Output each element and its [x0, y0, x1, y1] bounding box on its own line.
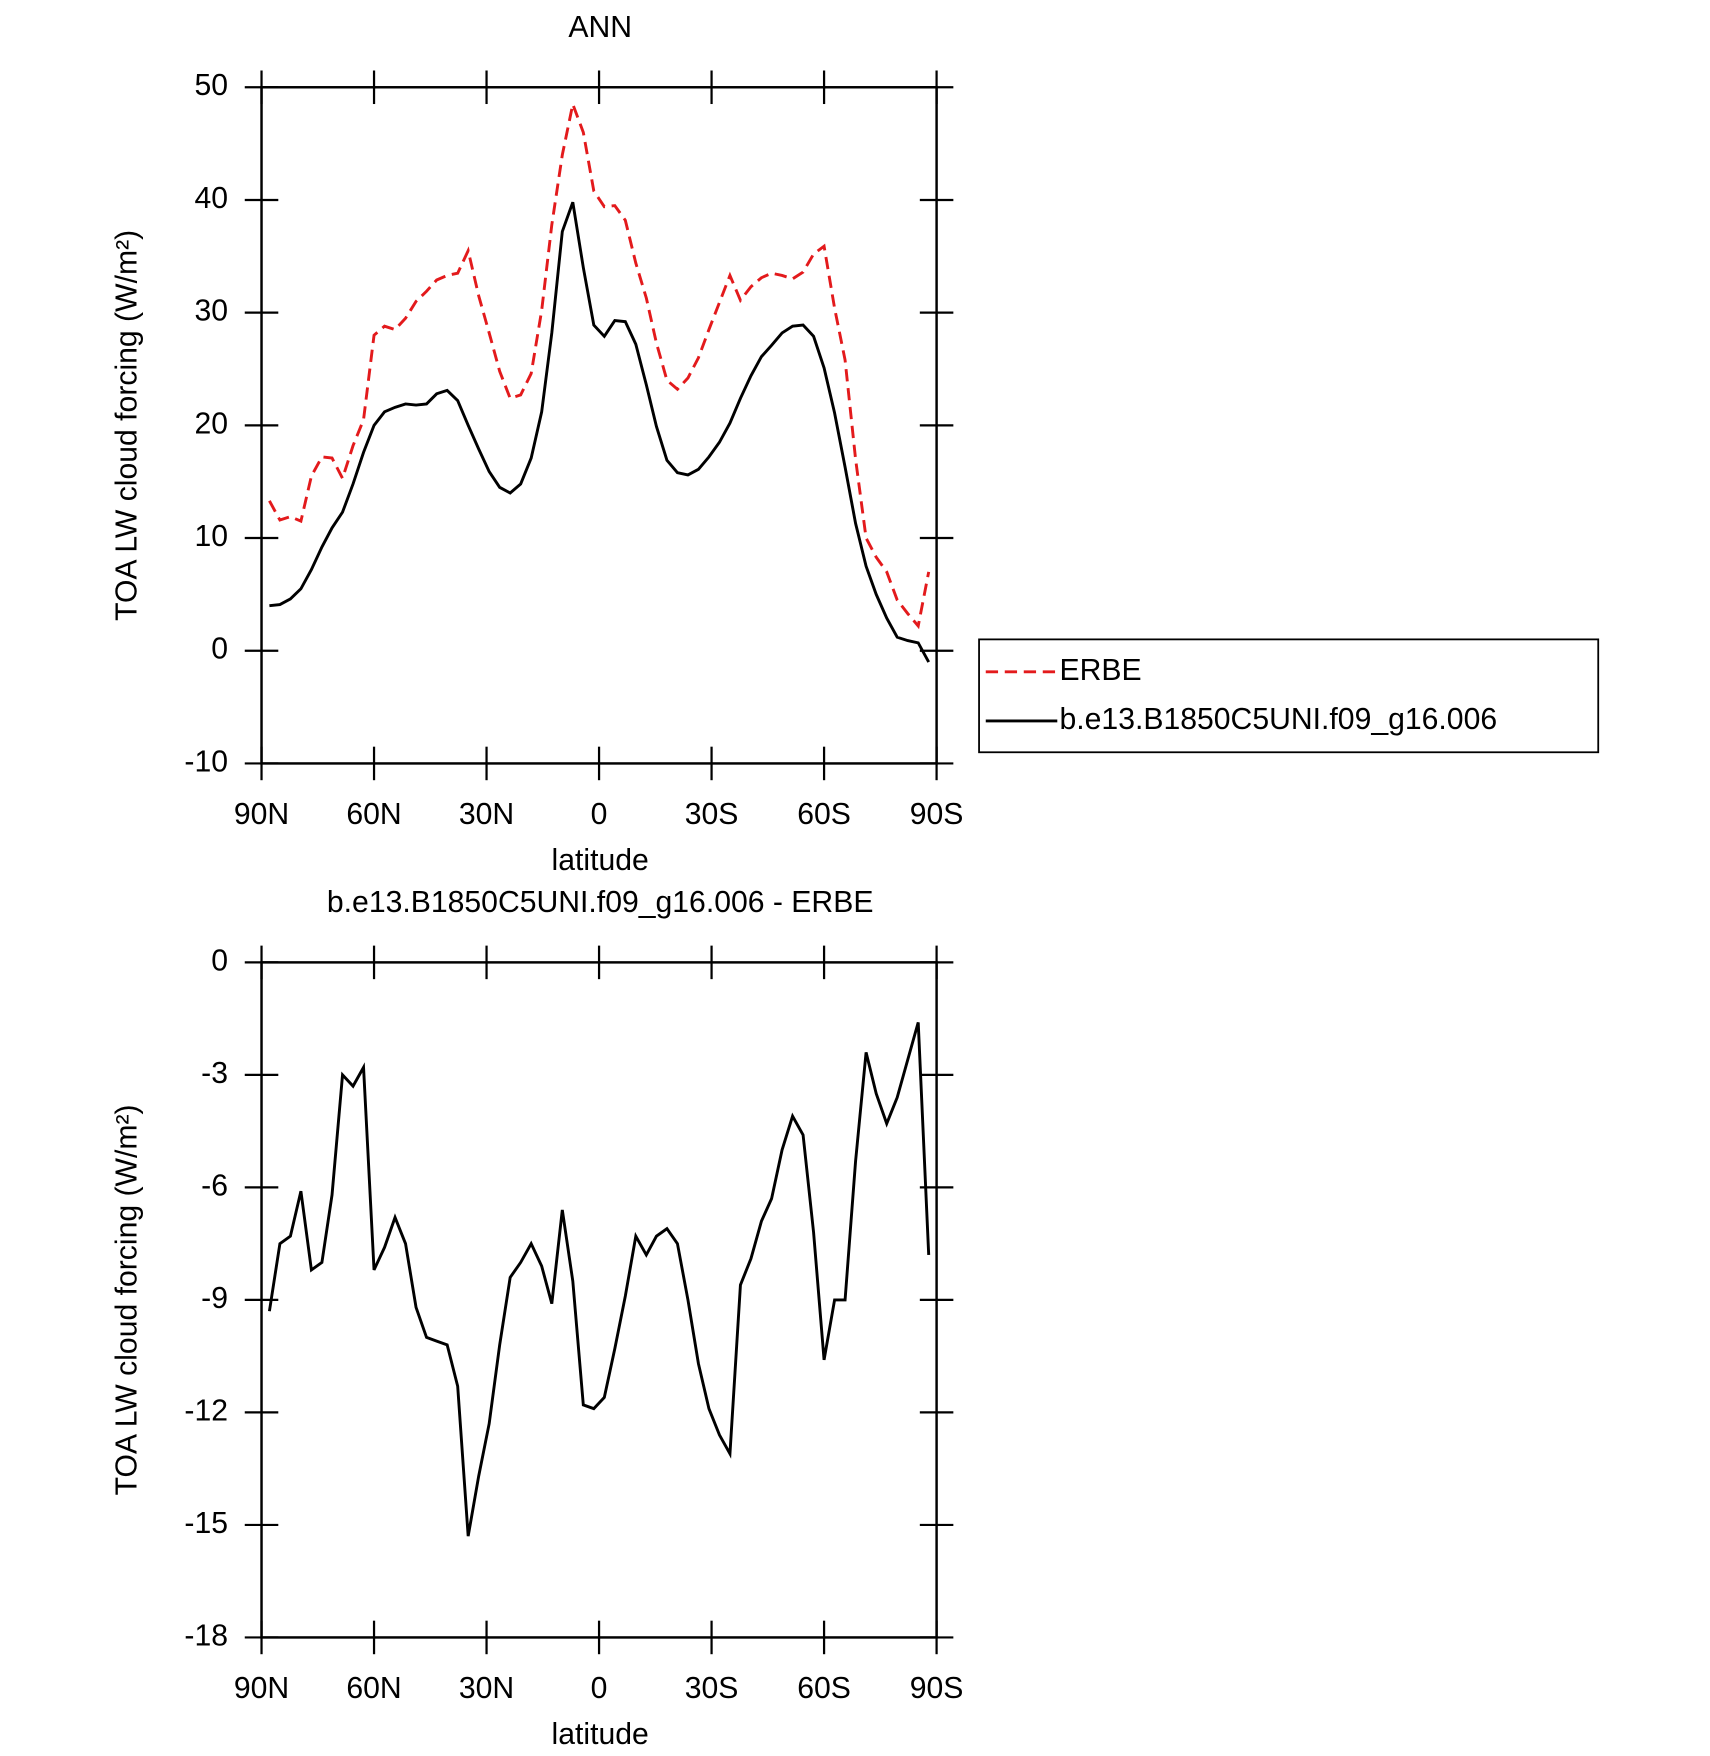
- legend-box: [978, 638, 1600, 754]
- y-axis-label: TOA LW cloud forcing (W/m²): [110, 1104, 143, 1495]
- y-tick-label: -9: [201, 1282, 228, 1315]
- y-tick-label: -6: [201, 1169, 228, 1202]
- x-tick-label: 60N: [346, 798, 401, 831]
- y-tick-label: -3: [201, 1057, 228, 1090]
- x-tick-label: 60N: [346, 1672, 401, 1705]
- x-tick-label: 90N: [234, 1672, 289, 1705]
- plot-frame: [260, 961, 938, 1639]
- y-tick-label: 20: [194, 407, 228, 440]
- x-tick-label: 90N: [234, 798, 289, 831]
- y-tick-label: -18: [184, 1619, 228, 1652]
- y-tick-label: 0: [211, 944, 228, 977]
- x-tick-label: 60S: [797, 798, 851, 831]
- x-tick-label: 30S: [685, 1672, 739, 1705]
- data-line: [268, 98, 931, 630]
- data-line: [267, 1021, 931, 1537]
- x-tick-label: 90S: [910, 798, 964, 831]
- legend-label: ERBE: [1060, 654, 1142, 687]
- y-axis-label: TOA LW cloud forcing (W/m²): [110, 230, 143, 621]
- y-tick-label: -12: [184, 1394, 228, 1427]
- x-tick-label: 30N: [459, 798, 514, 831]
- x-tick-label: 30N: [459, 1672, 514, 1705]
- y-tick-label: -10: [184, 745, 228, 778]
- y-tick-label: 40: [194, 182, 228, 215]
- x-tick-label: 90S: [910, 1672, 964, 1705]
- data-line: [269, 201, 930, 663]
- x-tick-label: 30S: [685, 798, 739, 831]
- x-axis-label: latitude: [552, 844, 649, 877]
- y-tick-label: 10: [194, 520, 228, 553]
- x-tick-label: 60S: [797, 1672, 851, 1705]
- y-tick-label: 50: [194, 69, 228, 102]
- x-tick-label: 0: [591, 1672, 608, 1705]
- chart-title: b.e13.B1850C5UNI.f09_g16.006 - ERBE: [327, 886, 874, 919]
- y-tick-label: 0: [211, 633, 228, 666]
- legend-label: b.e13.B1850C5UNI.f09_g16.006: [1060, 703, 1498, 736]
- x-axis-label: latitude: [552, 1718, 649, 1751]
- plot-frame: [260, 86, 938, 765]
- y-tick-label: -15: [184, 1507, 228, 1540]
- x-tick-label: 0: [591, 798, 608, 831]
- chart-title: ANN: [568, 11, 632, 44]
- y-tick-label: 30: [194, 295, 228, 328]
